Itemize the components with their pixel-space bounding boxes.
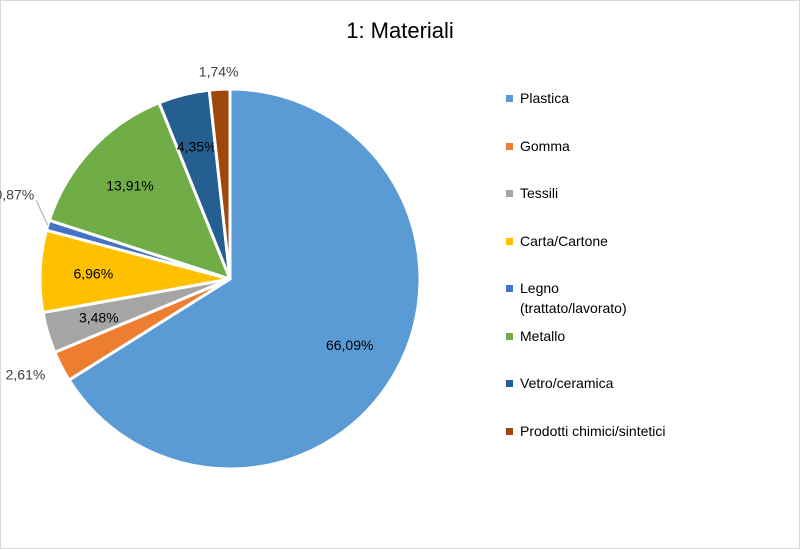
data-label: 2,61%	[6, 367, 46, 383]
legend-label: Plastica	[520, 90, 570, 106]
data-label: 4,35%	[177, 138, 217, 154]
legend-swatch	[506, 332, 513, 340]
pie-slice-prodotti-chimici-sintetici	[207, 87, 232, 281]
legend-label: Vetro/ceramica	[520, 375, 614, 391]
legend-swatch	[506, 95, 513, 102]
legend-label: Metallo	[520, 327, 566, 344]
legend-swatch	[506, 142, 513, 150]
data-label: 0,87%	[0, 186, 34, 202]
legend-swatch	[506, 190, 513, 197]
legend-label: Prodotti chimici/sintetici	[520, 422, 666, 439]
pie-slice-plastica	[67, 87, 422, 471]
leader-line	[35, 200, 49, 226]
chart-title: 1: Materiali	[346, 18, 454, 43]
data-label: 1,74%	[199, 63, 239, 79]
legend-label: Carta/Cartone	[520, 232, 608, 249]
legend-label: Tessili	[520, 185, 559, 201]
legend-label: Gomma	[520, 137, 570, 154]
legend-swatch	[506, 380, 513, 387]
data-label: 6,96%	[73, 265, 113, 281]
legend-label: Legno (trattato/lavorato)	[520, 280, 627, 316]
legend-swatch	[506, 427, 513, 435]
data-label: 13,91%	[106, 178, 153, 194]
legend-swatch	[506, 285, 513, 292]
pie-slice-metallo	[47, 101, 232, 281]
data-label: 66,09%	[326, 337, 373, 353]
legend-swatch	[506, 237, 513, 245]
data-label: 3,48%	[79, 310, 119, 326]
